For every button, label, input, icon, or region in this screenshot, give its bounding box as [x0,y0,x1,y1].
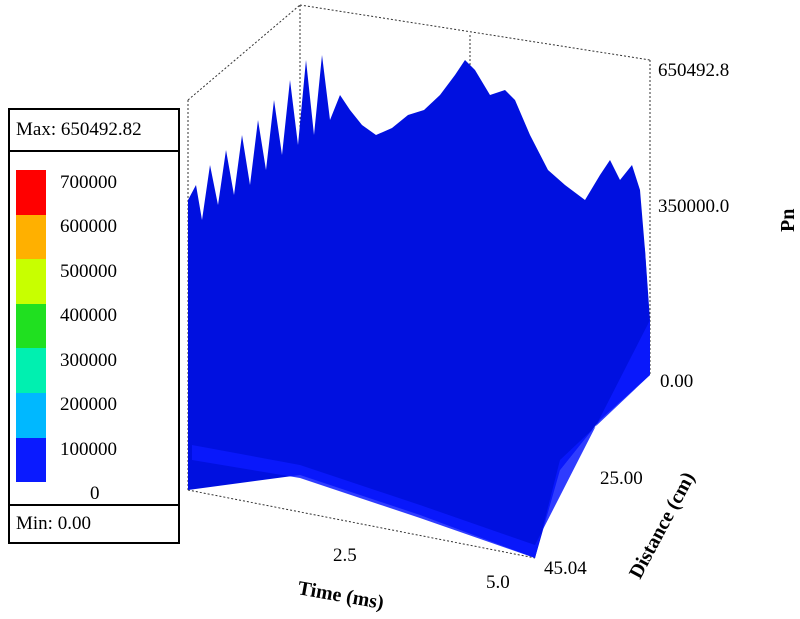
x-tick-label: 2.5 [333,545,357,566]
legend-min-label: Min: 0.00 [10,504,178,542]
x-axis-title: Time (ms) [296,577,385,614]
legend-level-label: 700000 [60,172,117,193]
legend-swatch [16,392,46,438]
y-tick-label: 45.04 [544,558,587,579]
legend-level-label: 300000 [60,350,117,371]
legend-swatch [16,170,46,215]
z-axis-title: Pn [777,209,799,232]
legend-swatch [16,214,46,260]
z-tick-label: 0.00 [660,371,693,392]
z-tick-label: 350000.0 [658,196,729,217]
legend-swatch [16,348,46,393]
legend-swatch [16,259,46,304]
legend-level-label: 600000 [60,216,117,237]
legend-level-label: 500000 [60,261,117,282]
y-tick-label: 25.00 [600,468,643,489]
legend-level-label: 200000 [60,394,117,415]
x-tick-label: 5.0 [486,572,510,593]
legend-level-label: 400000 [60,305,117,326]
color-legend: Max: 650492.82 700000 600000 500000 4000… [8,108,180,544]
z-tick-label: 650492.8 [658,60,729,81]
legend-swatch [16,437,46,483]
surface [188,55,650,558]
legend-max-label: Max: 650492.82 [10,110,178,152]
legend-level-label: 100000 [60,439,117,460]
legend-swatches [16,170,46,483]
legend-swatch [16,303,46,349]
legend-level-label: 0 [90,483,100,504]
